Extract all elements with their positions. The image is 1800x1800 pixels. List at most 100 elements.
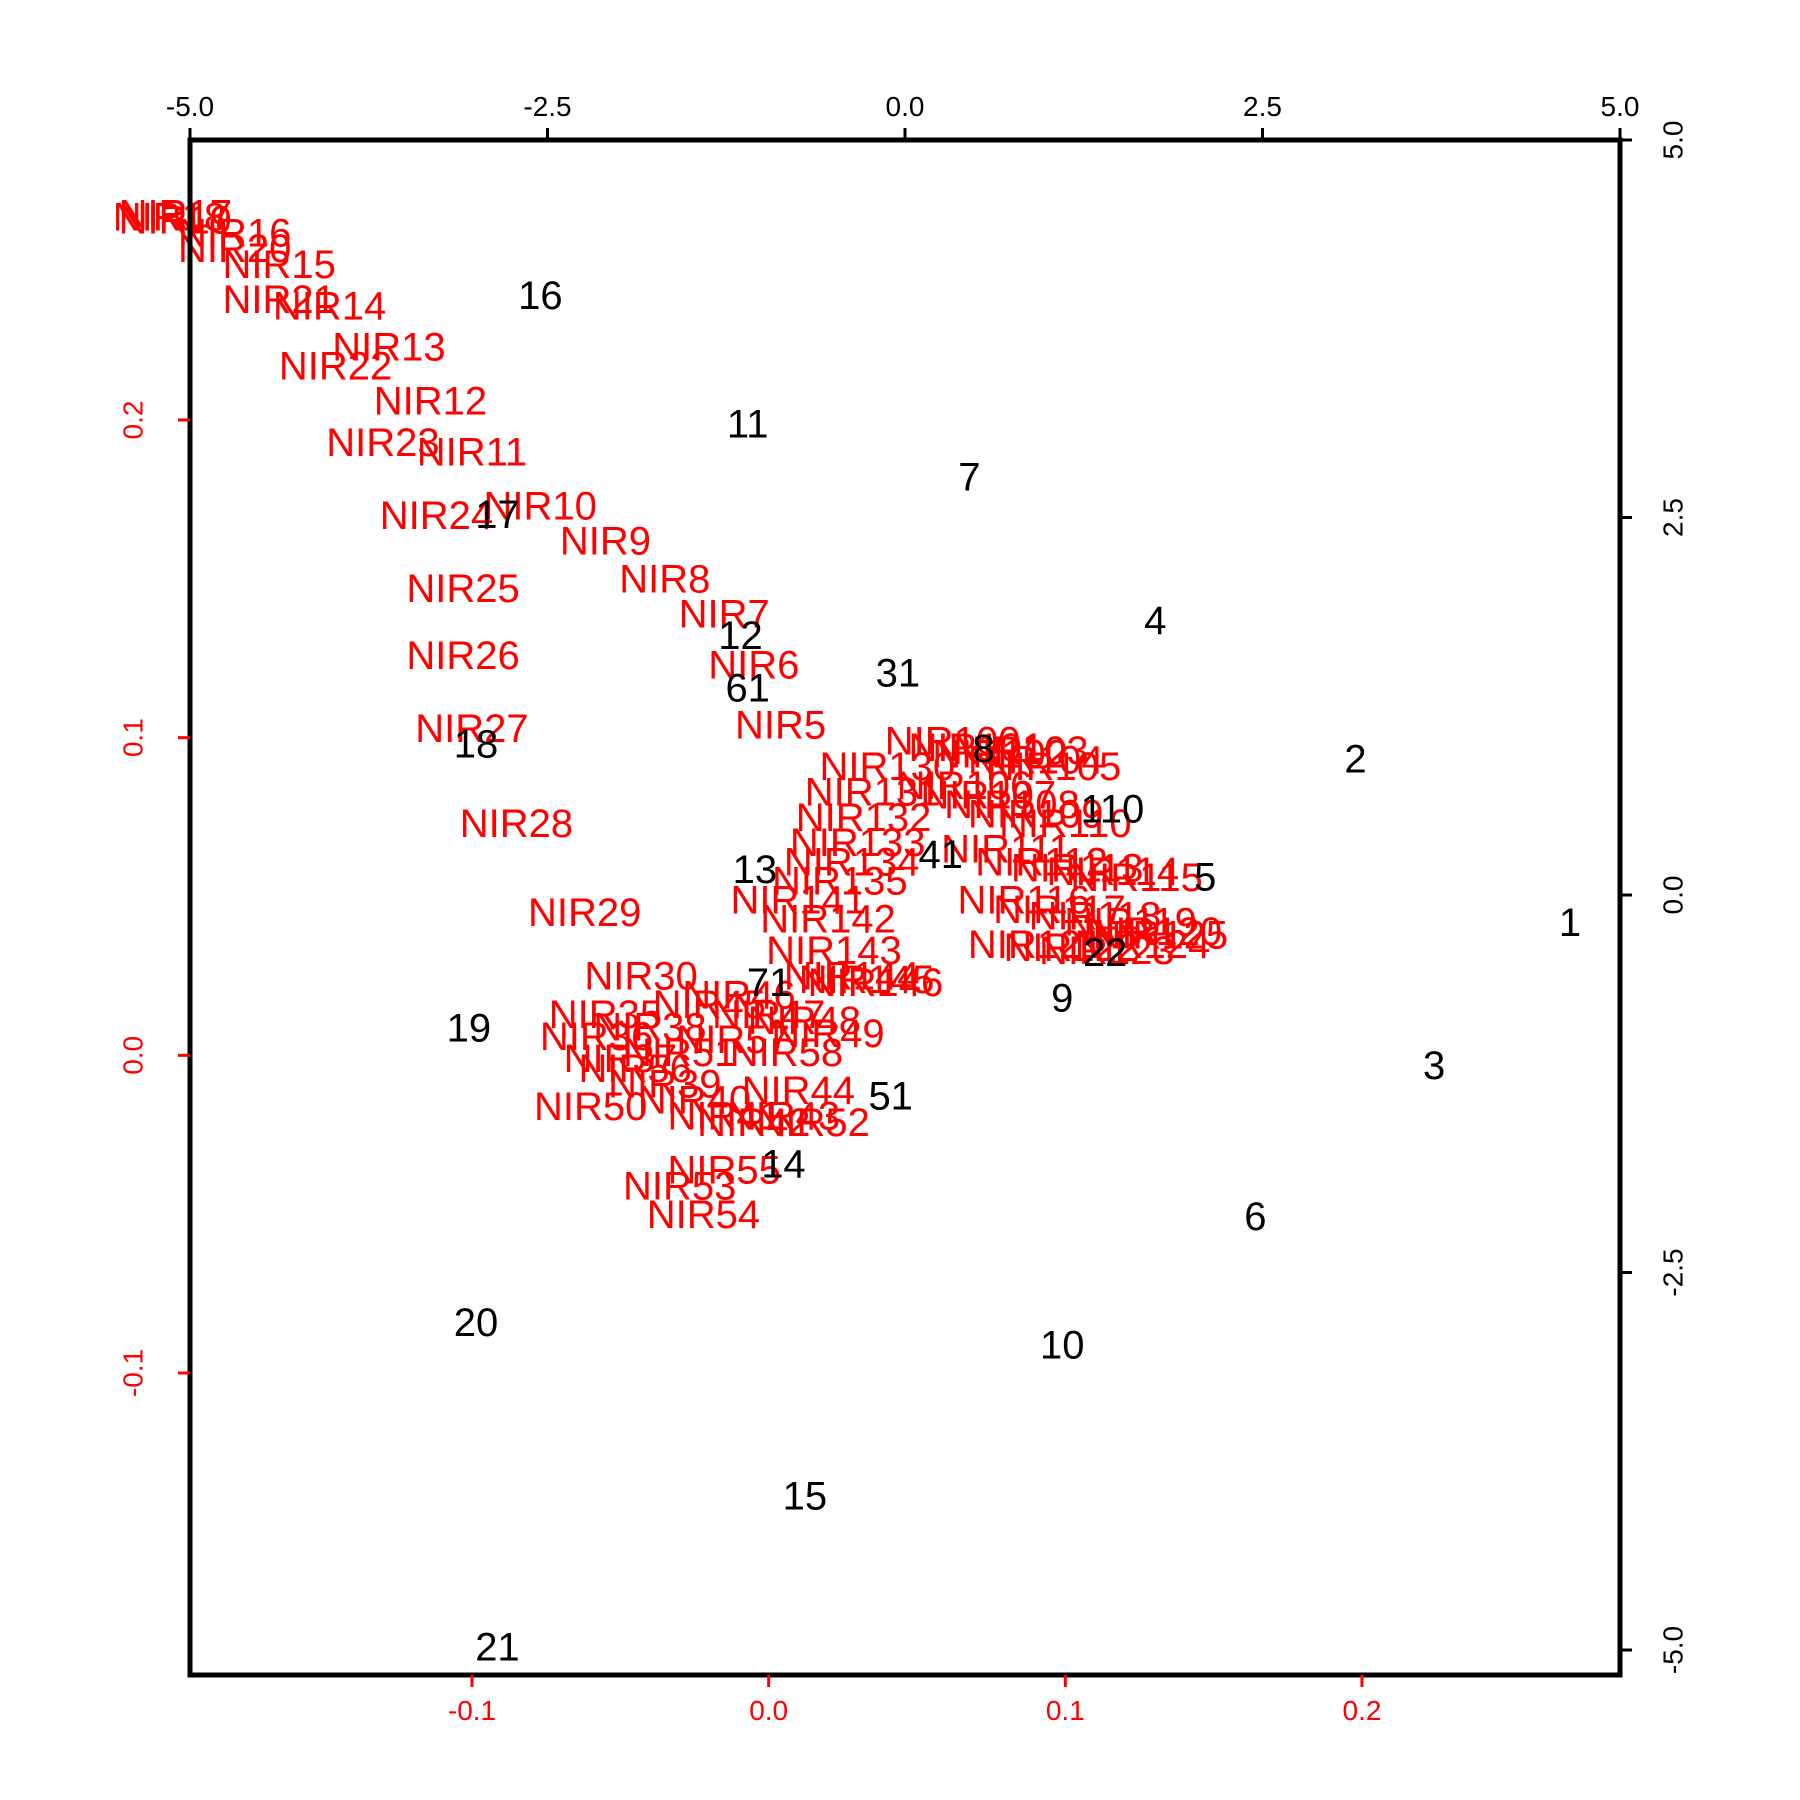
bottom-axis-tick-label: -0.1 <box>448 1695 496 1726</box>
variable-label: NIR130 <box>820 745 956 789</box>
observation-label: 19 <box>447 1006 492 1050</box>
variable-label: NIR30 <box>584 955 697 999</box>
variable-label: NIR57 <box>676 1018 789 1062</box>
variable-label: NIR22 <box>279 345 392 389</box>
variable-label: NIR19 <box>119 199 232 243</box>
variable-label: NIR134 <box>784 840 920 884</box>
variable-label: NIR45 <box>653 983 766 1027</box>
top-axis-tick-label: -5.0 <box>166 91 214 122</box>
top-axis: -5.0 -2.5 0.0 2.5 5.0 <box>166 91 1640 140</box>
variable-label: NIR107 <box>920 774 1056 818</box>
variable-label: NIR9 <box>560 519 651 563</box>
bottom-axis-tick-label: 0.0 <box>749 1695 788 1726</box>
observation-label: 20 <box>454 1301 499 1345</box>
observation-label: 13 <box>733 848 778 892</box>
variable-label: NIR46 <box>682 974 795 1018</box>
bottom-axis: -0.1 0.0 0.1 0.2 <box>448 1675 1381 1726</box>
observation-label: 9 <box>1051 976 1073 1020</box>
top-axis-tick-label: -2.5 <box>523 91 571 122</box>
top-axis-tick-label: 5.0 <box>1601 91 1640 122</box>
variable-label: NIR50 <box>534 1085 647 1129</box>
variable-label: NIR38 <box>593 1005 706 1049</box>
variable-label: NIR17 <box>119 192 232 236</box>
variable-label: NIR106 <box>897 764 1033 808</box>
variable-label: NIR103 <box>953 729 1089 773</box>
observation-label: 5 <box>1194 855 1216 899</box>
variable-label: NIR56 <box>578 1047 691 1091</box>
variable-label: NIR119 <box>1064 901 1197 945</box>
variable-label: NIR116 <box>957 878 1090 922</box>
observation-label: 41 <box>919 833 964 877</box>
variable-label: NIR47 <box>712 993 825 1037</box>
variable-label: NIR40 <box>638 1079 751 1123</box>
variable-label: NIR120 <box>1087 910 1223 954</box>
right-axis-tick-label: 2.5 <box>1657 498 1688 537</box>
observation-label: 1 <box>1559 901 1581 945</box>
variable-label: NIR105 <box>986 745 1122 789</box>
variable-label: NIR141 <box>731 878 867 922</box>
top-axis-tick-label: 0.0 <box>886 91 925 122</box>
variable-label: NIR112 <box>975 840 1108 884</box>
variable-label: NIR21 <box>222 278 335 322</box>
variable-label: NIR108 <box>944 783 1080 827</box>
variable-label: NIR10 <box>484 485 597 529</box>
observation-label: 15 <box>783 1475 828 1519</box>
observation-label: 21 <box>475 1626 520 1670</box>
left-axis-tick-label: 0.1 <box>117 718 148 757</box>
variable-label: NIR111 <box>941 828 1071 872</box>
observation-labels-layer: 1234567891011121314151617181920212231415… <box>447 274 1581 1669</box>
variable-label: NIR52 <box>756 1101 869 1145</box>
variable-label: NIR25 <box>406 567 519 611</box>
right-axis: -5.0 -2.5 0.0 2.5 5.0 <box>1620 121 1688 1674</box>
observation-label: 10 <box>1040 1324 1085 1368</box>
variable-label: NIR115 <box>1070 856 1203 900</box>
variable-label: NIR48 <box>748 999 861 1043</box>
variable-label: NIR43 <box>727 1094 840 1138</box>
observation-label: 110 <box>1080 788 1144 832</box>
observation-label: 2 <box>1344 738 1366 782</box>
observation-label: 71 <box>747 961 792 1005</box>
variable-label: NIR37 <box>564 1037 677 1081</box>
observation-label: 8 <box>973 727 995 771</box>
observation-label: 7 <box>958 455 980 499</box>
variable-labels-layer: NIR17NIR18NIR19NIR16NIR20NIR15NIR21NIR14… <box>113 192 1228 1237</box>
variable-label: NIR42 <box>697 1101 810 1145</box>
observation-label: 16 <box>518 274 563 318</box>
variable-label: NIR102 <box>932 732 1068 776</box>
observation-label: 31 <box>876 652 921 696</box>
left-axis-tick-label: 0.2 <box>117 401 148 440</box>
variable-label: NIR143 <box>766 929 902 973</box>
variable-label: NIR7 <box>679 593 770 637</box>
variable-label: NIR135 <box>772 859 908 903</box>
variable-label: NIR36 <box>540 1015 653 1059</box>
variable-label: NIR41 <box>667 1094 780 1138</box>
variable-label: NIR122 <box>1003 926 1139 970</box>
variable-label: NIR39 <box>608 1063 721 1107</box>
variable-label: NIR51 <box>623 1031 736 1075</box>
variable-label: NIR27 <box>415 707 528 751</box>
observation-label: 3 <box>1423 1044 1445 1088</box>
variable-label: NIR16 <box>178 211 291 255</box>
variable-label: NIR8 <box>619 558 710 602</box>
bottom-axis-tick-label: 0.1 <box>1046 1695 1085 1726</box>
variable-label: NIR132 <box>796 796 932 840</box>
variable-label: NIR142 <box>760 897 896 941</box>
observation-label: 51 <box>868 1074 913 1118</box>
variable-label: NIR118 <box>1029 894 1162 938</box>
observation-label: 61 <box>725 667 770 711</box>
variable-label: NIR114 <box>1046 850 1179 894</box>
variable-label: NIR44 <box>742 1069 855 1113</box>
variable-label: NIR113 <box>1011 847 1144 891</box>
variable-label: NIR123 <box>1039 929 1175 973</box>
observation-label: 18 <box>454 723 499 767</box>
variable-label: NIR6 <box>708 643 799 687</box>
top-axis-tick-label: 2.5 <box>1243 91 1282 122</box>
variable-label: NIR110 <box>999 802 1132 846</box>
observation-label: 4 <box>1144 599 1166 643</box>
observation-label: 12 <box>718 614 763 658</box>
right-axis-tick-label: 0.0 <box>1657 876 1688 915</box>
variable-label: NIR146 <box>808 961 944 1005</box>
variable-label: NIR26 <box>406 634 519 678</box>
observation-label: 11 <box>727 402 769 446</box>
observation-label: 14 <box>761 1142 806 1186</box>
